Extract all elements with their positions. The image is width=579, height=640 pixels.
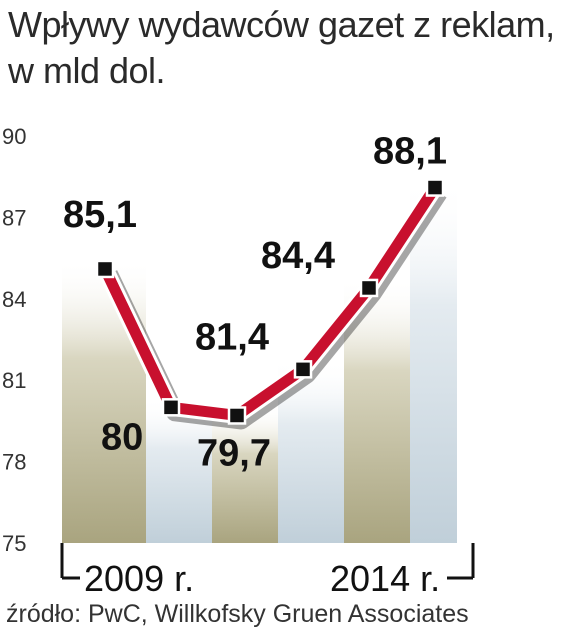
data-point-marker bbox=[293, 360, 313, 379]
background-band bbox=[212, 405, 278, 543]
title-line-1: Wpływy wydawców gazet z reklam, bbox=[8, 4, 555, 45]
data-label: 79,7 bbox=[197, 432, 271, 474]
data-point-marker bbox=[227, 406, 247, 425]
y-tick-label: 84 bbox=[2, 287, 26, 312]
data-label: 80 bbox=[101, 416, 143, 458]
source-note: źródło: PwC, Willkofsky Gruen Associates bbox=[6, 600, 469, 628]
y-tick-label: 81 bbox=[2, 368, 26, 393]
y-tick-label: 78 bbox=[2, 450, 26, 475]
line-chart: 90 87 84 81 78 75 85,1 80 79,7 81,4 84,4 88,1 2009… bbox=[2, 124, 475, 599]
title-line-2: w mld dol. bbox=[8, 50, 166, 91]
background-bands bbox=[62, 177, 457, 543]
background-band bbox=[344, 277, 410, 543]
x-tick-labels: 2009 r. 2014 r. bbox=[84, 558, 440, 599]
background-band bbox=[278, 359, 344, 543]
data-point-marker bbox=[95, 259, 115, 279]
y-tick-label: 87 bbox=[2, 205, 26, 230]
data-label: 85,1 bbox=[63, 194, 137, 236]
data-point-marker bbox=[161, 398, 181, 417]
x-axis bbox=[60, 543, 475, 580]
data-label: 81,4 bbox=[195, 316, 269, 358]
data-label: 88,1 bbox=[373, 131, 447, 173]
y-axis-ticks: 90 87 84 81 78 75 bbox=[2, 124, 26, 556]
data-point-marker bbox=[425, 178, 445, 197]
background-band bbox=[146, 397, 212, 543]
x-tick-label: 2014 r. bbox=[330, 558, 440, 599]
data-label: 84,4 bbox=[261, 235, 335, 277]
series-line-path bbox=[100, 184, 440, 421]
chart-title: Wpływy wydawców gazet z reklam, w mld do… bbox=[8, 2, 578, 94]
y-tick-label: 90 bbox=[2, 124, 26, 149]
data-point-marker bbox=[359, 278, 379, 298]
background-band bbox=[62, 258, 146, 543]
series-line bbox=[97, 182, 447, 430]
background-band bbox=[410, 177, 457, 543]
series-markers bbox=[95, 178, 445, 425]
y-tick-label: 75 bbox=[2, 531, 26, 556]
x-tick-label: 2009 r. bbox=[84, 558, 194, 599]
value-labels: 85,1 80 79,7 81,4 84,4 88,1 bbox=[63, 131, 447, 475]
